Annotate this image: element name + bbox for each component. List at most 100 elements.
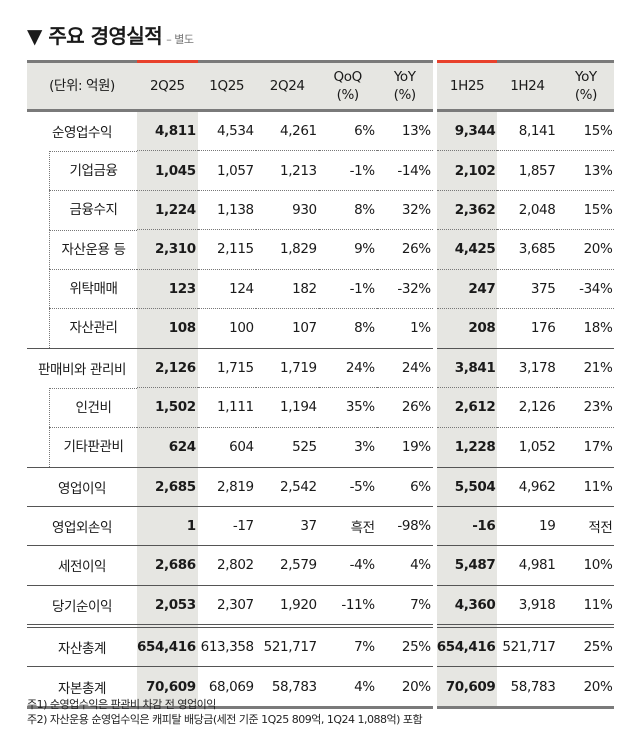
cell-value: -4%	[318, 545, 377, 586]
cell-value: -16	[436, 505, 498, 546]
row-label: 순영업수익	[51, 125, 113, 142]
cell-value: 24%	[318, 347, 377, 388]
column-header: 1Q25	[197, 60, 256, 112]
column-gap	[432, 190, 437, 230]
cell-value: 흑전	[318, 505, 377, 546]
column-header: YoY (%)	[376, 60, 433, 112]
row-label: 세전이익	[27, 545, 137, 586]
cell-value: 521,717	[255, 624, 319, 667]
cell-value: 1	[137, 505, 198, 546]
cell-value: 26%	[376, 387, 433, 428]
cell-value: 1,138	[197, 189, 256, 230]
column-gap	[432, 150, 437, 191]
row-label: 자본총계	[27, 666, 137, 709]
cell-value: -14%	[376, 150, 433, 191]
cell-value: 613,358	[197, 624, 256, 667]
cell-value: 2,307	[197, 584, 256, 627]
cell-value: 11%	[557, 584, 615, 627]
cell-value: 375	[497, 268, 558, 309]
cell-value: 182	[255, 268, 319, 309]
cell-value: 13%	[557, 150, 615, 191]
cell-value: 124	[197, 268, 256, 309]
row-label: 당기순이익	[27, 584, 137, 627]
cell-value: 25%	[557, 624, 615, 667]
column-gap	[432, 467, 437, 507]
cell-value: 176	[497, 307, 558, 349]
cell-value: 123	[137, 268, 198, 309]
cell-value: -5%	[318, 466, 377, 507]
cell-value: 930	[255, 189, 319, 230]
row-label: 기타판관비	[27, 427, 137, 467]
cell-value: 58,783	[497, 666, 558, 709]
cell-value: 3,841	[436, 347, 498, 388]
cell-value: 5,504	[436, 466, 498, 507]
table-row: 인건비 1,502 1,111 1,194 35% 26% 2,612 2,126 23%	[27, 387, 615, 428]
table-row: 자산관리 108 100 107 8% 1% 208 176 18%	[27, 307, 615, 349]
column-gap	[432, 545, 437, 586]
cell-value: 2,612	[436, 387, 498, 428]
cell-value: 19	[497, 505, 558, 546]
row-label-text: 자산관리	[49, 308, 137, 348]
row-label: 자산총계	[27, 624, 137, 667]
cell-value: 1,920	[255, 584, 319, 627]
cell-value: 20%	[376, 666, 433, 709]
cell-value: 2,126	[497, 387, 558, 428]
cell-value: 7%	[376, 584, 433, 627]
cell-value: 10%	[557, 545, 615, 586]
cell-value: 1,224	[137, 189, 198, 230]
cell-value: 26%	[376, 229, 433, 270]
cell-value: 2,819	[197, 466, 256, 507]
cell-value: 2,115	[197, 229, 256, 270]
row-label: 자산운용 등	[27, 229, 137, 270]
cell-value: 3,685	[497, 229, 558, 270]
cell-value: 25%	[376, 624, 433, 667]
cell-value: 5,487	[436, 545, 498, 586]
cell-value: 4,962	[497, 466, 558, 507]
row-label: 기업금융	[27, 150, 137, 191]
cell-value: 654,416	[436, 624, 498, 667]
cell-value: 70,609	[137, 666, 198, 709]
page-title: ▼ 주요 경영실적 – 별도	[27, 20, 194, 49]
cell-value: 37	[255, 505, 319, 546]
footnote: 주2) 자산운용 순영업수익은 캐피탈 배당금(세전 기준 1Q25 809억,…	[27, 713, 423, 726]
cell-value: 521,717	[497, 624, 558, 667]
cell-value: 32%	[376, 189, 433, 230]
cell-value: 적전	[557, 505, 615, 546]
cell-value: 8%	[318, 189, 377, 230]
row-label-text: 인건비	[49, 387, 137, 428]
cell-value: 107	[255, 307, 319, 349]
cell-value: 2,802	[197, 545, 256, 586]
column-header: YoY (%)	[557, 60, 615, 112]
cell-value: 1,502	[137, 387, 198, 428]
table-row: 영업외손익 1 -17 37 흑전 -98% -16 19 적전	[27, 505, 615, 546]
cell-value: 4%	[376, 545, 433, 586]
title-text: ▼ 주요 경영실적	[27, 24, 163, 48]
table-row: 판매비와 관리비 2,126 1,715 1,719 24% 24% 3,841 3,178 2…	[27, 347, 615, 388]
row-label-text: 기업금융	[49, 150, 137, 191]
column-header: 2Q25	[137, 60, 198, 112]
cell-value: 4,981	[497, 545, 558, 586]
cell-value: 1,045	[137, 150, 198, 191]
cell-value: 4,425	[436, 229, 498, 270]
table-row: 자산총계 654,416 613,358 521,717 7% 25% 654,416 521…	[27, 624, 615, 667]
cell-value: 15%	[583, 123, 613, 140]
cell-value: 208	[436, 307, 498, 349]
cell-value: 2,102	[436, 150, 498, 191]
column-header: 1H25	[436, 60, 498, 112]
cell-value: 1,194	[255, 387, 319, 428]
table-row: 당기순이익 2,053 2,307 1,920 -11% 7% 4,360 3,918 11%	[27, 584, 615, 627]
cell-value: 35%	[318, 387, 377, 428]
cell-value: 1,213	[255, 150, 319, 191]
column-gap	[432, 110, 437, 151]
table-row: 세전이익 2,686 2,802 2,579 -4% 4% 5,487 4,981 10%	[27, 545, 615, 586]
cell-value: 3,918	[497, 584, 558, 627]
cell-value: 2,362	[436, 189, 498, 230]
cell-value: 4,811	[137, 110, 198, 151]
column-gap	[432, 61, 437, 111]
cell-value: 2,048	[497, 189, 558, 230]
row-label: 인건비	[27, 387, 137, 428]
cell-value: 624	[137, 426, 198, 468]
cell-value: 6%	[354, 123, 375, 140]
cell-value: 1,715	[197, 347, 256, 388]
cell-value: 108	[137, 307, 198, 349]
